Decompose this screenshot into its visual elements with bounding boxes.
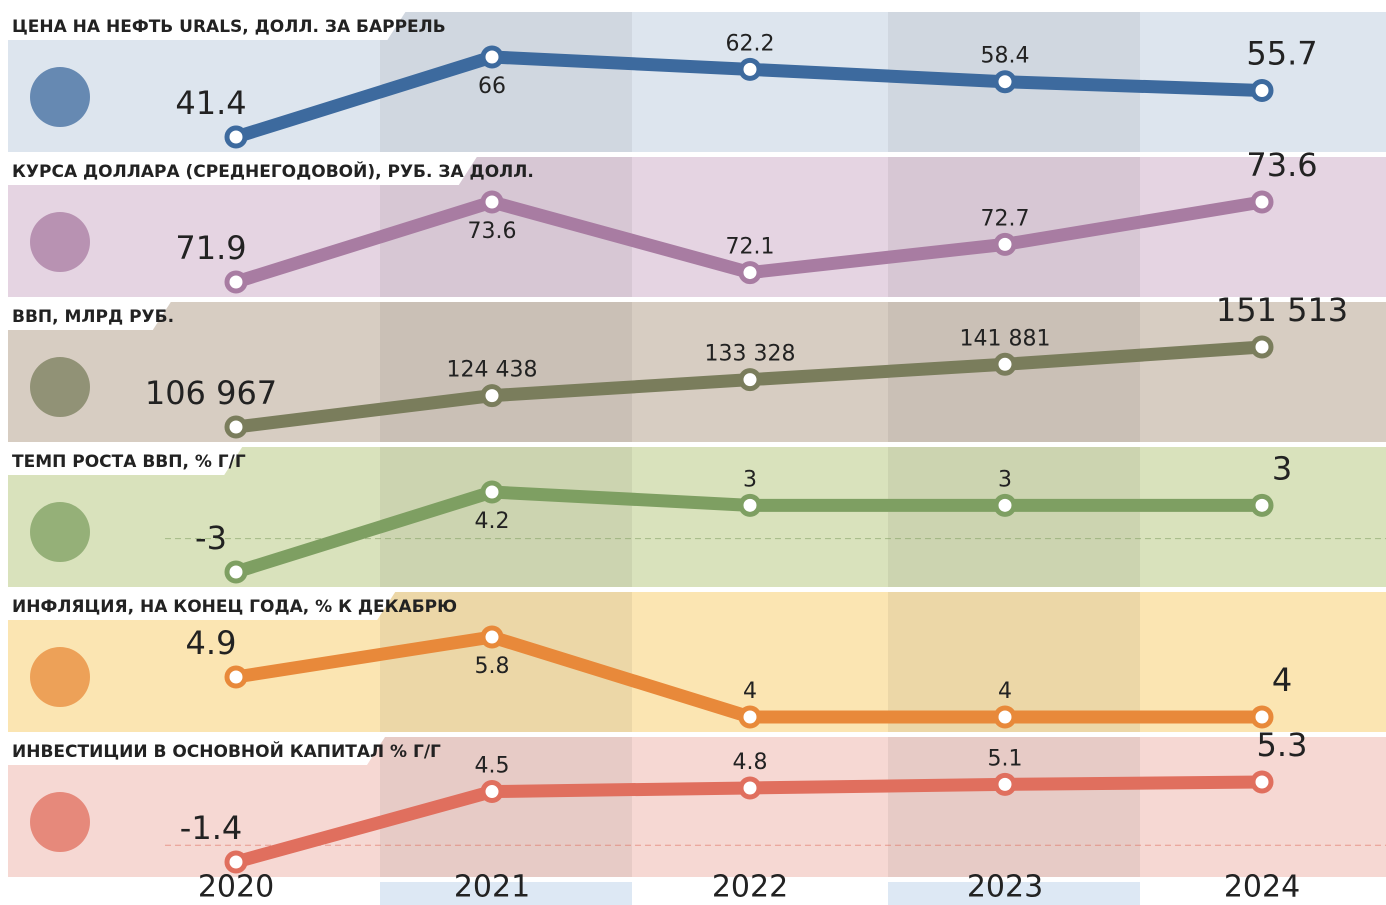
panel-icon xyxy=(30,212,90,272)
value-label: 58.4 xyxy=(981,44,1030,69)
x-tick-label: 2020 xyxy=(198,870,274,905)
data-point xyxy=(483,628,501,646)
data-point xyxy=(996,235,1014,253)
value-label: 73.6 xyxy=(1246,146,1317,184)
panel-title: ИНФЛЯЦИЯ, НА КОНЕЦ ГОДА, % К ДЕКАБРЮ xyxy=(12,597,457,617)
data-point xyxy=(741,496,759,514)
data-point xyxy=(741,60,759,78)
value-label: 4 xyxy=(743,679,757,704)
value-label: 55.7 xyxy=(1246,34,1317,72)
panel-icon xyxy=(30,502,90,562)
data-point xyxy=(227,418,245,436)
panel-title: КУРСА ДОЛЛАРА (СРЕДНЕГОДОВОЙ), РУБ. ЗА Д… xyxy=(12,160,534,182)
value-label: 106 967 xyxy=(145,374,277,412)
data-point xyxy=(996,775,1014,793)
value-label: 151 513 xyxy=(1216,291,1348,329)
data-point xyxy=(227,668,245,686)
panel-icon xyxy=(30,792,90,852)
data-point xyxy=(996,496,1014,514)
panel-title: ЦЕНА НА НЕФТЬ URALS, ДОЛЛ. ЗА БАРРЕЛЬ xyxy=(12,17,446,37)
data-point xyxy=(483,783,501,801)
panel-icon xyxy=(30,357,90,417)
x-tick-label: 2021 xyxy=(454,870,530,905)
value-label: 72.1 xyxy=(726,235,775,260)
value-label: 3 xyxy=(743,467,757,492)
data-point xyxy=(227,563,245,581)
data-point xyxy=(227,853,245,871)
chart: ЦЕНА НА НЕФТЬ URALS, ДОЛЛ. ЗА БАРРЕЛЬ 41.… xyxy=(0,0,1386,905)
data-point xyxy=(1253,193,1271,211)
value-label: -1.4 xyxy=(180,809,242,847)
value-label: 72.7 xyxy=(981,206,1030,231)
data-point xyxy=(741,264,759,282)
data-point xyxy=(996,73,1014,91)
value-label: 4.9 xyxy=(186,624,237,662)
value-label: 4 xyxy=(998,679,1012,704)
value-label: 71.9 xyxy=(175,229,246,267)
data-point xyxy=(227,273,245,291)
data-point xyxy=(483,387,501,405)
panel-title: ИНВЕСТИЦИИ В ОСНОВНОЙ КАПИТАЛ % Г/Г xyxy=(12,740,441,762)
data-point xyxy=(1253,81,1271,99)
data-point xyxy=(1253,338,1271,356)
x-tick-label: 2024 xyxy=(1224,870,1300,905)
column-band xyxy=(888,447,1140,587)
panel-icon xyxy=(30,647,90,707)
value-label: 62.2 xyxy=(726,31,775,56)
data-point xyxy=(741,708,759,726)
data-point xyxy=(996,355,1014,373)
value-label: 3 xyxy=(1272,449,1292,487)
value-label: 4.2 xyxy=(475,509,510,534)
value-label: 3 xyxy=(998,467,1012,492)
value-label: 124 438 xyxy=(447,358,538,383)
value-label: 133 328 xyxy=(705,342,796,367)
value-label: 5.3 xyxy=(1257,726,1308,764)
data-point xyxy=(483,48,501,66)
x-tick-label: 2022 xyxy=(712,870,788,905)
data-point xyxy=(741,371,759,389)
data-point xyxy=(483,193,501,211)
value-label: 141 881 xyxy=(960,326,1051,351)
data-point xyxy=(1253,773,1271,791)
value-label: 4.5 xyxy=(475,754,510,779)
value-label: 5.8 xyxy=(475,654,510,679)
value-label: 4 xyxy=(1272,661,1292,699)
data-point xyxy=(741,779,759,797)
value-label: 41.4 xyxy=(175,84,246,122)
panel-title: ТЕМП РОСТА ВВП, % Г/Г xyxy=(12,452,246,472)
value-label: 73.6 xyxy=(468,219,517,244)
data-point xyxy=(996,708,1014,726)
data-point xyxy=(1253,496,1271,514)
value-label: 4.8 xyxy=(733,750,768,775)
x-tick-label: 2023 xyxy=(967,870,1043,905)
panel-title: ВВП, МЛРД РУБ. xyxy=(12,307,174,327)
panel-background xyxy=(8,302,1386,442)
value-label: 66 xyxy=(478,74,506,99)
data-point xyxy=(483,483,501,501)
value-label: -3 xyxy=(195,519,227,557)
data-point xyxy=(227,128,245,146)
panel-icon xyxy=(30,67,90,127)
data-point xyxy=(1253,708,1271,726)
value-label: 5.1 xyxy=(988,746,1023,771)
